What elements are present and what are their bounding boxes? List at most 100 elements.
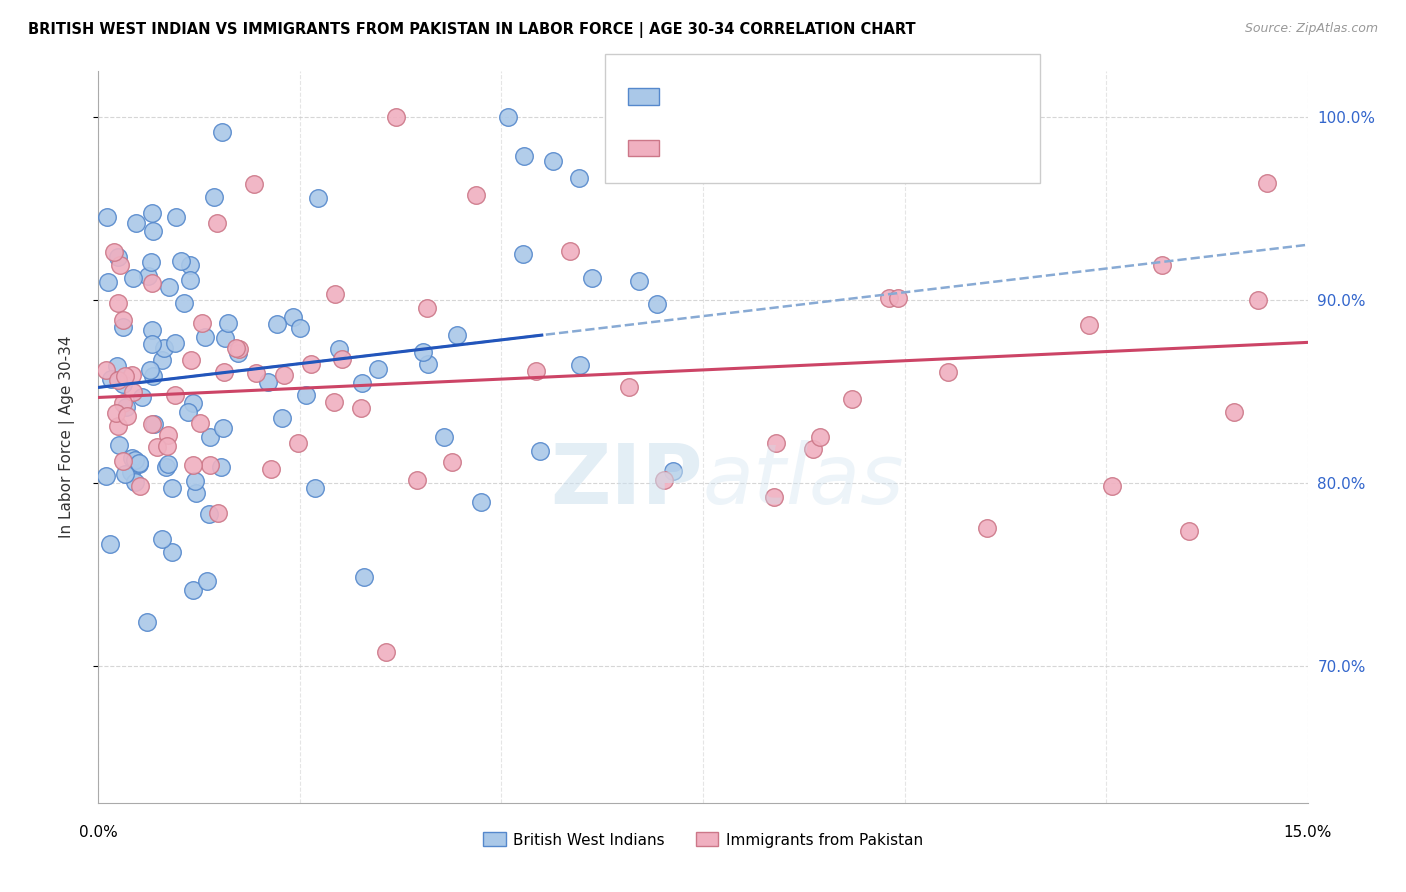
Point	[243, 177, 266, 191]
Point	[153, 341, 176, 355]
Point	[763, 490, 786, 504]
Point	[98, 537, 121, 551]
Point	[470, 495, 492, 509]
Point	[104, 406, 127, 420]
Y-axis label: In Labor Force | Age 30-34: In Labor Force | Age 30-34	[59, 335, 75, 539]
Point	[385, 110, 408, 124]
Point	[194, 330, 217, 344]
Point	[173, 295, 195, 310]
Point	[112, 376, 135, 391]
Point	[1177, 524, 1199, 539]
Point	[465, 188, 488, 202]
Point	[96, 211, 118, 225]
Point	[353, 570, 375, 584]
Text: R = 0.157   N = 89: R = 0.157 N = 89	[668, 88, 813, 103]
Point	[202, 189, 225, 203]
Point	[212, 365, 235, 379]
Point	[163, 388, 186, 402]
Point	[100, 372, 122, 386]
Point	[375, 645, 398, 659]
Point	[541, 154, 564, 169]
Point	[350, 401, 373, 416]
Text: 0.0%: 0.0%	[79, 825, 118, 839]
Point	[163, 336, 186, 351]
Point	[209, 459, 232, 474]
Point	[177, 404, 200, 418]
Point	[225, 341, 247, 355]
Point	[111, 396, 134, 410]
Point	[160, 545, 183, 559]
Point	[191, 316, 214, 330]
Point	[114, 467, 136, 481]
Point	[150, 532, 173, 546]
Point	[259, 462, 281, 476]
Point	[155, 460, 177, 475]
Point	[128, 456, 150, 470]
Point	[266, 318, 288, 332]
Point	[200, 458, 222, 473]
Point	[304, 481, 326, 495]
Point	[936, 365, 959, 379]
Point	[322, 394, 344, 409]
Point	[524, 364, 547, 378]
Point	[330, 351, 353, 366]
Point	[114, 368, 136, 383]
Point	[273, 368, 295, 383]
Point	[122, 385, 145, 400]
Legend: British West Indians, Immigrants from Pakistan: British West Indians, Immigrants from Pa…	[477, 826, 929, 854]
Point	[103, 245, 125, 260]
Point	[139, 362, 162, 376]
Point	[112, 454, 135, 468]
Text: ZIP: ZIP	[551, 441, 703, 522]
Point	[512, 247, 534, 261]
Point	[328, 342, 350, 356]
Point	[115, 400, 138, 414]
Point	[179, 258, 201, 272]
Point	[1256, 176, 1278, 190]
Point	[418, 357, 440, 371]
Point	[141, 336, 163, 351]
Point	[108, 258, 131, 272]
Point	[117, 409, 139, 424]
Point	[270, 410, 292, 425]
Point	[181, 395, 204, 409]
Point	[406, 473, 429, 487]
Point	[142, 368, 165, 383]
Point	[841, 392, 863, 406]
Point	[976, 521, 998, 535]
Point	[765, 436, 787, 450]
Point	[105, 359, 128, 373]
Point	[96, 363, 118, 377]
Point	[108, 438, 131, 452]
Point	[190, 416, 212, 430]
Point	[877, 291, 900, 305]
Point	[433, 430, 456, 444]
Point	[529, 444, 551, 458]
Point	[569, 358, 592, 372]
Point	[157, 280, 180, 294]
Point	[125, 216, 148, 230]
Point	[107, 250, 129, 264]
Point	[446, 328, 468, 343]
Point	[122, 271, 145, 285]
Point	[887, 291, 910, 305]
Point	[131, 390, 153, 404]
Point	[184, 475, 207, 489]
Point	[128, 457, 150, 471]
Point	[150, 352, 173, 367]
Point	[184, 486, 207, 500]
Point	[581, 271, 603, 285]
Point	[141, 417, 163, 431]
Point	[350, 376, 373, 391]
Point	[645, 296, 668, 310]
Point	[441, 455, 464, 469]
Text: BRITISH WEST INDIAN VS IMMIGRANTS FROM PAKISTAN IN LABOR FORCE | AGE 30-34 CORRE: BRITISH WEST INDIAN VS IMMIGRANTS FROM P…	[28, 22, 915, 38]
Point	[121, 368, 143, 382]
Point	[107, 373, 129, 387]
Point	[124, 452, 146, 467]
Point	[120, 465, 142, 479]
Point	[412, 345, 434, 359]
Point	[156, 457, 179, 471]
Point	[121, 451, 143, 466]
Point	[288, 320, 311, 334]
